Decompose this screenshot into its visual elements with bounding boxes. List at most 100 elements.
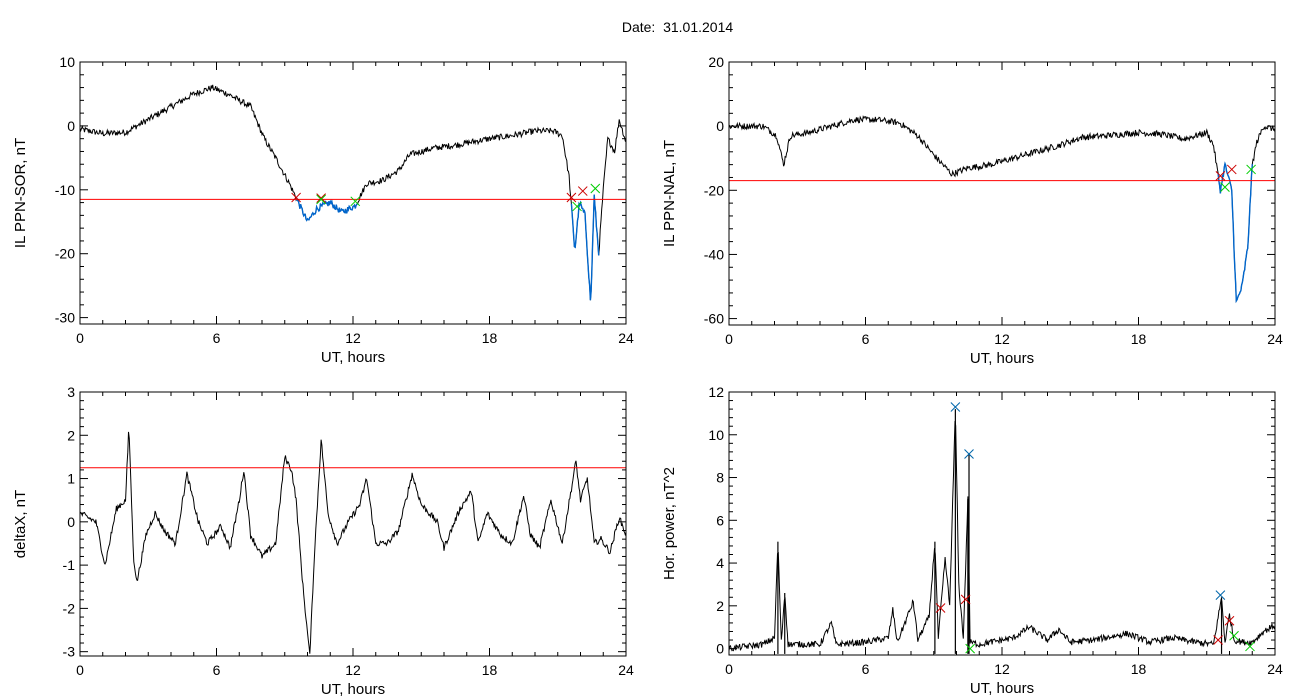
y-tick-label: 20 xyxy=(708,54,724,70)
y-tick-label: -3 xyxy=(63,644,76,660)
y-tick-label: 2 xyxy=(716,598,724,614)
x-tick-label: 0 xyxy=(76,662,84,678)
plot-frame xyxy=(79,391,627,657)
cross-stroke xyxy=(577,186,588,196)
x-tick-label: 6 xyxy=(862,331,870,347)
cross-stroke xyxy=(960,594,971,605)
highlight-segment xyxy=(295,197,358,222)
y-tick-label: 10 xyxy=(59,54,75,70)
cross-marker xyxy=(291,192,301,203)
cross-stroke xyxy=(1215,590,1226,600)
cross-marker xyxy=(1245,641,1255,652)
plot-frame xyxy=(728,391,1276,656)
x-tick-label: 24 xyxy=(618,330,634,346)
cross-marker xyxy=(964,449,974,459)
x-tick-label: 0 xyxy=(76,330,84,346)
y-axis-label: Hor. power, nT^2 xyxy=(661,467,678,580)
cross-stroke xyxy=(572,201,582,212)
y-tick-label: -30 xyxy=(55,310,75,326)
y-tick-label: 8 xyxy=(716,470,724,486)
cross-marker xyxy=(1215,171,1226,181)
y-tick-label: 1 xyxy=(67,471,75,487)
y-tick-label: 10 xyxy=(708,427,724,443)
cross-marker xyxy=(950,402,961,412)
cross-marker xyxy=(1220,182,1230,192)
x-axis-label: UT, hours xyxy=(970,680,1034,697)
x-tick-label: 12 xyxy=(994,331,1010,347)
cross-stroke xyxy=(1229,630,1239,641)
x-tick-label: 18 xyxy=(482,330,498,346)
y-axis-label: IL PPN-NAL, nT xyxy=(661,140,678,247)
x-tick-label: 18 xyxy=(482,662,498,678)
series-line xyxy=(80,431,626,654)
cross-marker xyxy=(1226,164,1237,175)
y-tick-label: -2 xyxy=(63,600,76,616)
x-tick-label: 6 xyxy=(213,330,221,346)
y-tick-label: 0 xyxy=(716,118,724,134)
cross-marker xyxy=(960,594,971,605)
cross-stroke xyxy=(935,603,946,613)
cross-marker xyxy=(316,194,327,205)
cross-stroke xyxy=(316,194,327,205)
cross-stroke xyxy=(350,196,361,207)
y-tick-label: 4 xyxy=(716,555,724,571)
chart-panel-2: 0 6 12 18 24 -60 -40 -20 0 20 UT, hours IL PPN-NAL,… xyxy=(661,54,1283,367)
cross-stroke xyxy=(1226,164,1237,175)
plot-frame xyxy=(728,61,1276,326)
y-tick-label: 12 xyxy=(708,384,724,400)
cross-stroke xyxy=(1246,164,1256,175)
cross-stroke xyxy=(590,183,601,194)
cross-marker xyxy=(935,603,946,613)
y-tick-label: -10 xyxy=(55,182,75,198)
cross-stroke xyxy=(1213,635,1223,645)
cross-marker xyxy=(590,183,601,194)
cross-stroke xyxy=(964,449,974,459)
x-tick-label: 18 xyxy=(1131,661,1147,677)
cross-stroke xyxy=(1245,641,1255,652)
series-line xyxy=(729,115,1275,303)
cross-stroke xyxy=(316,193,327,203)
cross-stroke xyxy=(1224,615,1235,626)
y-axis-label: deltaX, nT xyxy=(12,490,29,558)
cross-marker xyxy=(566,192,577,203)
cross-stroke xyxy=(1215,171,1226,181)
cross-marker xyxy=(1213,635,1223,645)
chart-panel-1: 0 6 12 18 24 -30 -20 -10 0 10 UT, hours IL PPN-SOR,… xyxy=(12,54,634,366)
x-tick-label: 24 xyxy=(618,662,634,678)
cross-marker xyxy=(1224,615,1235,626)
series-line xyxy=(80,84,626,301)
x-axis-label: UT, hours xyxy=(970,350,1034,367)
x-tick-label: 12 xyxy=(994,661,1010,677)
y-tick-label: 0 xyxy=(67,514,75,530)
plot-frame xyxy=(79,61,627,325)
cross-stroke xyxy=(965,643,976,654)
page-title: Date: 31.01.2014 xyxy=(621,19,734,35)
x-tick-label: 6 xyxy=(213,662,221,678)
y-tick-label: 0 xyxy=(716,641,724,657)
x-axis-label: UT, hours xyxy=(321,349,385,366)
cross-marker xyxy=(350,196,361,207)
x-tick-label: 24 xyxy=(1267,661,1283,677)
x-tick-label: 12 xyxy=(345,662,361,678)
x-tick-label: 24 xyxy=(1267,331,1283,347)
x-tick-label: 0 xyxy=(725,661,733,677)
y-tick-label: -1 xyxy=(63,557,76,573)
cross-stroke xyxy=(950,402,961,412)
cross-marker xyxy=(316,193,327,203)
y-tick-label: -20 xyxy=(704,182,724,198)
y-tick-label: 3 xyxy=(67,384,75,400)
cross-marker xyxy=(1246,164,1256,175)
highlight-segment xyxy=(570,194,600,301)
cross-stroke xyxy=(566,192,577,203)
series-line xyxy=(729,420,1275,652)
y-tick-label: 0 xyxy=(67,118,75,134)
y-tick-label: 6 xyxy=(716,512,724,528)
y-axis-label: IL PPN-SOR, nT xyxy=(12,138,29,248)
x-tick-label: 0 xyxy=(725,331,733,347)
x-tick-label: 18 xyxy=(1131,331,1147,347)
cross-marker xyxy=(577,186,588,196)
cross-marker xyxy=(1215,590,1226,600)
